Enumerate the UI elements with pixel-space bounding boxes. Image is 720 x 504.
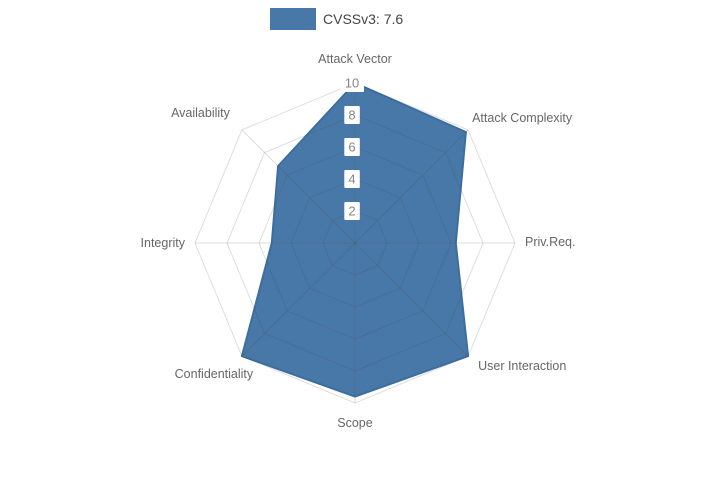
legend-swatch — [270, 8, 316, 30]
radial-tick: 8 — [344, 106, 360, 124]
svg-text:2: 2 — [348, 204, 355, 219]
radial-tick: 10 — [340, 74, 364, 92]
axis-labels: Attack Vector Attack Complexity Priv.Req. U… — [141, 52, 576, 430]
axis-label-integrity: Integrity — [141, 236, 186, 250]
radar-grid — [194, 82, 516, 404]
axis-label-confidentiality: Confidentiality — [175, 367, 254, 381]
svg-text:6: 6 — [348, 140, 355, 155]
svg-text:10: 10 — [345, 76, 359, 91]
radial-tick-labels: 2 4 6 8 10 — [340, 74, 364, 220]
legend-label: CVSSv3: 7.6 — [323, 11, 404, 27]
axis-label-scope: Scope — [337, 416, 372, 430]
radial-tick: 4 — [344, 170, 360, 188]
axis-label-attack-vector: Attack Vector — [318, 52, 392, 66]
radial-tick: 2 — [344, 202, 360, 220]
legend[interactable]: CVSSv3: 7.6 — [270, 8, 403, 30]
axis-label-availability: Availability — [171, 106, 231, 120]
svg-text:4: 4 — [348, 172, 355, 187]
axis-label-attack-complexity: Attack Complexity — [472, 111, 573, 125]
svg-text:8: 8 — [348, 108, 355, 123]
radar-series-polygon — [240, 82, 470, 398]
axis-label-priv-req: Priv.Req. — [525, 235, 575, 249]
axis-label-user-interaction: User Interaction — [478, 359, 566, 373]
radial-tick: 6 — [344, 138, 360, 156]
